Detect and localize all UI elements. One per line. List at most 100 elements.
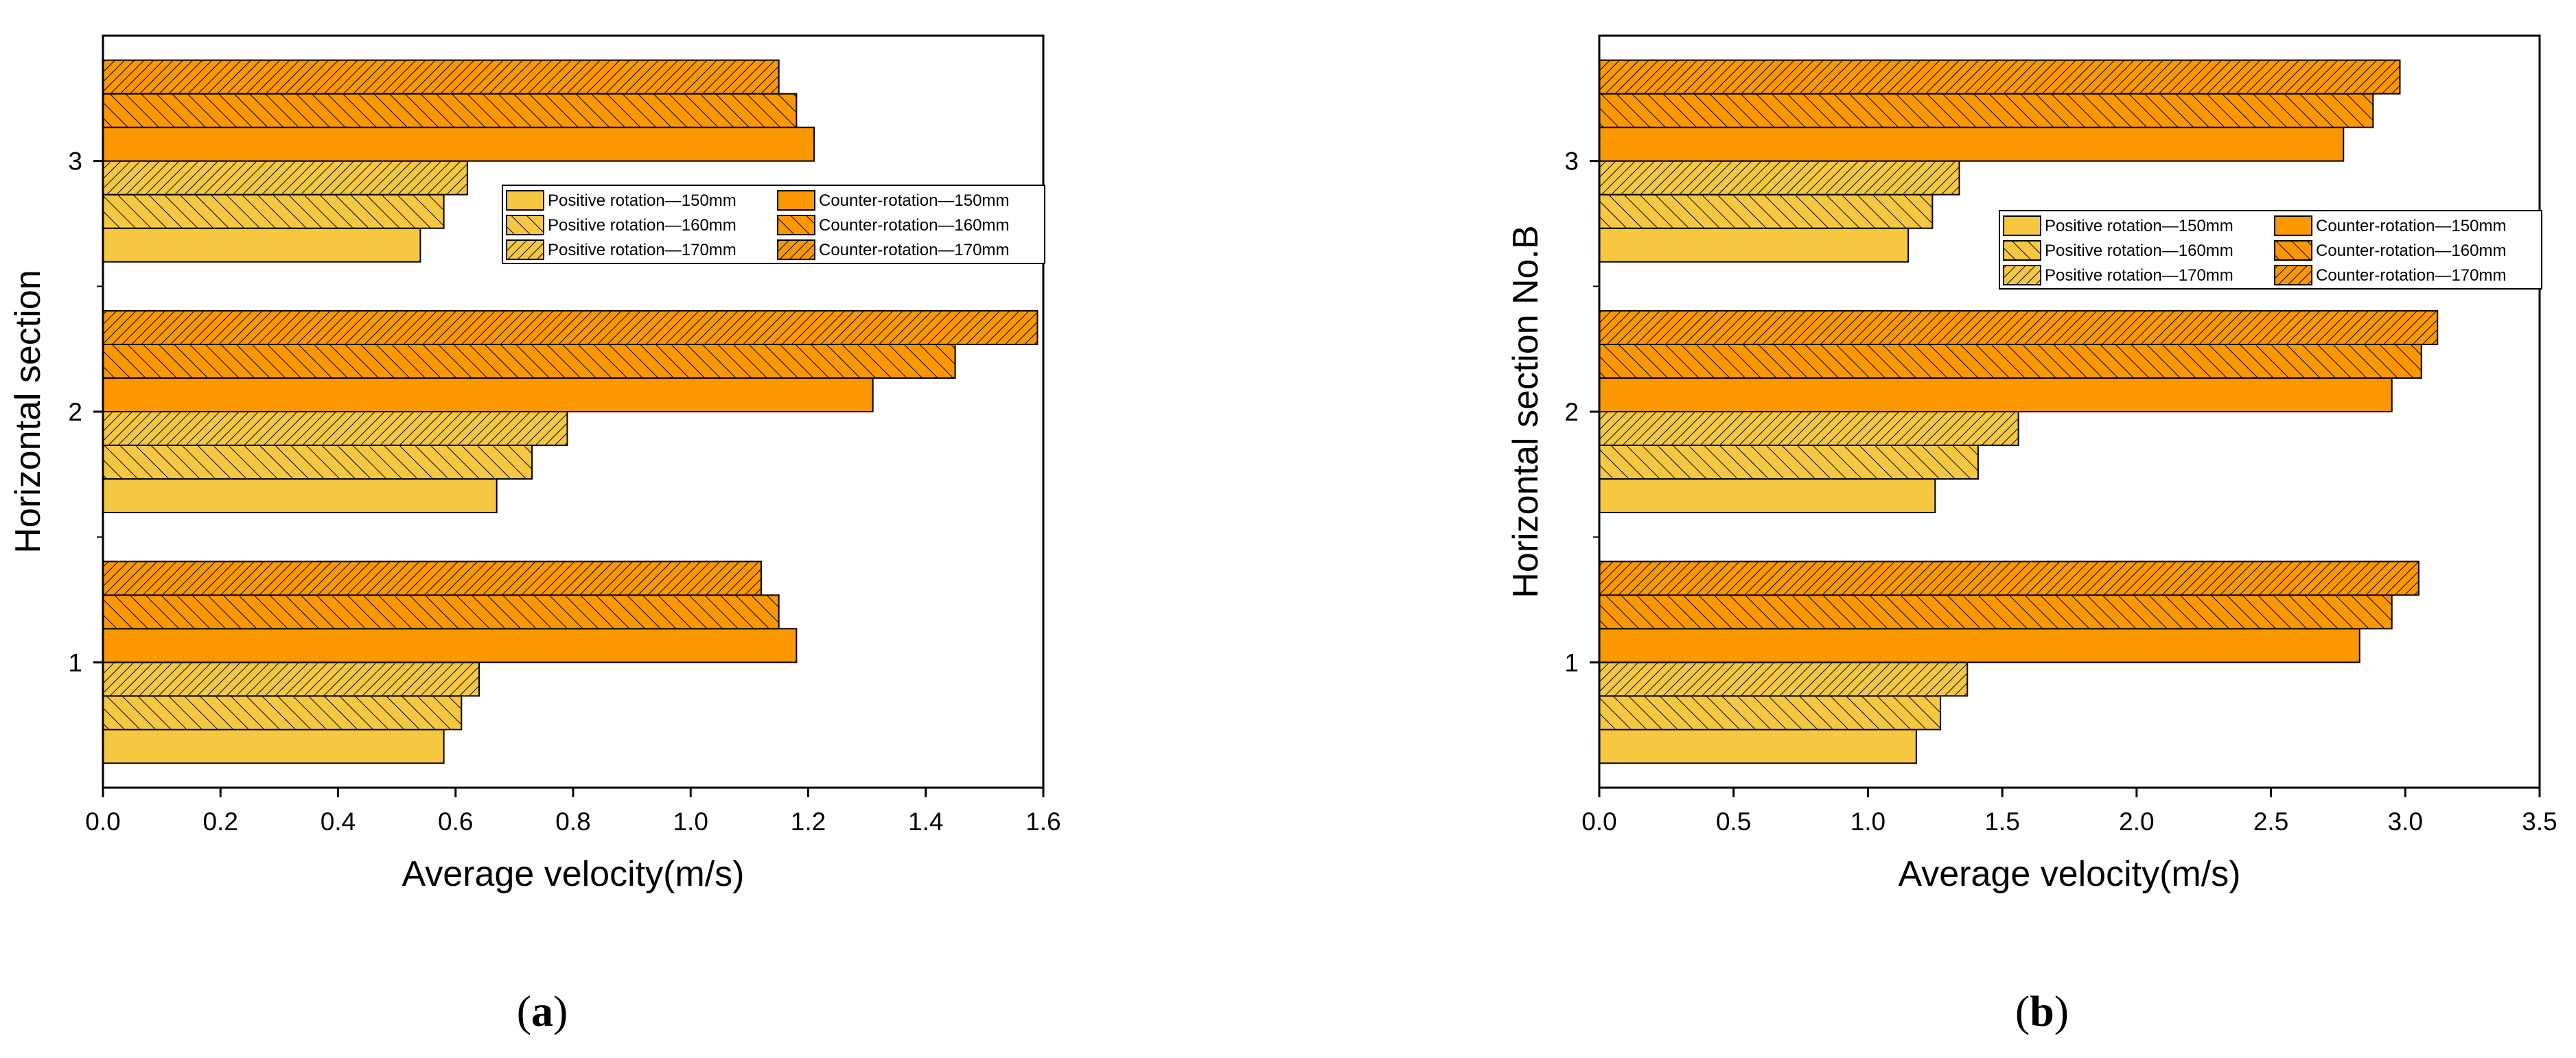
bar-a-s2-cat1 (102, 695, 463, 731)
panel-caption-b: (b) (2015, 987, 2069, 1035)
caption-letter: a (531, 987, 553, 1035)
legend-label-b-s1: Positive rotation—150mm (2045, 217, 2233, 235)
bar-b-s6-cat3 (1599, 59, 2401, 95)
bar-a-s1-cat3 (102, 227, 421, 263)
legend-label-b-s3: Positive rotation—170mm (2045, 266, 2233, 285)
bar-b-s4-cat3 (1599, 126, 2345, 162)
legend-swatch-a-s3 (506, 239, 544, 260)
x-tick-label-a: 0.8 (555, 808, 590, 836)
bar-b-s2-cat3 (1599, 193, 1934, 229)
x-axis-label-a: Average velocity(m/s) (402, 854, 745, 894)
bar-a-s6-cat3 (102, 59, 780, 95)
y-tick-label-b: 2 (1564, 398, 1579, 426)
bar-b-s2-cat2 (1599, 445, 1979, 480)
legend-swatch-b-s2 (2003, 240, 2041, 261)
caption-open-paren: ( (2015, 987, 2030, 1035)
x-tick-label-b: 1.5 (1984, 808, 2019, 836)
legend-label-a-s1: Positive rotation—150mm (548, 191, 736, 210)
bar-a-s2-cat2 (102, 445, 533, 480)
legend-label-a-s4: Counter-rotation—150mm (819, 191, 1009, 210)
x-tick-label-b: 3.5 (2522, 808, 2557, 836)
bar-a-s4-cat1 (102, 628, 798, 663)
bar-b-s4-cat1 (1599, 628, 2360, 663)
legend-label-a-s6: Counter-rotation—170mm (819, 241, 1009, 259)
bar-b-s3-cat1 (1599, 661, 1969, 697)
legend-swatch-a-s4 (777, 190, 815, 211)
legend-label-a-s3: Positive rotation—170mm (548, 241, 736, 259)
x-axis-label-b: Average velocity(m/s) (1899, 854, 2241, 894)
bar-b-s3-cat2 (1599, 411, 2019, 446)
chart-panel-b: 0.0 0.5 1.0 1.5 2.0 2.5 3.0 3.5 1 2 3 Average veloc… (1506, 34, 2557, 1035)
bar-b-s6-cat2 (1599, 310, 2439, 345)
bar-a-s1-cat2 (102, 478, 498, 513)
panel-caption-a: (a) (517, 987, 568, 1035)
legend-label-b-s2: Positive rotation—160mm (2045, 242, 2233, 260)
y-axis-label-a: Horizontal section (8, 270, 48, 553)
legend-swatch-a-s6 (777, 239, 815, 260)
y-tick-label-a: 3 (68, 148, 82, 176)
legend-label-a-s5: Counter-rotation—160mm (819, 216, 1009, 235)
bar-b-s1-cat1 (1599, 729, 1917, 764)
bar-a-s6-cat1 (102, 561, 762, 596)
bar-b-s5-cat2 (1599, 344, 2422, 379)
bar-a-s3-cat1 (102, 661, 480, 697)
x-tick-label-a: 1.6 (1025, 808, 1060, 836)
legend-label-b-s6: Counter-rotation—170mm (2316, 266, 2506, 285)
bar-a-s6-cat2 (102, 310, 1038, 345)
legend-frame-a (502, 185, 1045, 264)
bar-b-s5-cat3 (1599, 93, 2374, 128)
y-tick-label-b: 3 (1564, 148, 1579, 176)
x-tick-label-b: 1.0 (1850, 808, 1885, 836)
legend-swatch-a-s1 (506, 190, 544, 211)
x-tick-label-b: 0.5 (1716, 808, 1751, 836)
legend-label-b-s5: Counter-rotation—160mm (2316, 242, 2506, 260)
legend-frame-b (1999, 210, 2542, 290)
legend-swatch-b-s1 (2003, 215, 2041, 236)
legend-b: Positive rotation—150mm Positive rotation… (1999, 210, 2542, 290)
bar-a-s1-cat1 (102, 729, 445, 764)
bar-a-s4-cat3 (102, 126, 815, 162)
caption-letter: b (2030, 987, 2054, 1035)
legend-swatch-b-s5 (2274, 240, 2312, 261)
bar-a-s3-cat2 (102, 411, 568, 446)
chart-panel-a: 0.0 0.2 0.4 0.6 0.8 1.0 1.2 1.4 1.6 1 2 3 Average ve… (8, 34, 1061, 1035)
bar-b-s5-cat1 (1599, 594, 2393, 630)
x-tick-label-a: 1.0 (673, 808, 708, 836)
x-tick-label-a: 0.6 (438, 808, 473, 836)
bar-a-s4-cat2 (102, 377, 874, 412)
legend-swatch-b-s4 (2274, 215, 2312, 236)
bar-a-s2-cat3 (102, 193, 445, 229)
y-axis-label-b: Horizontal section No.B (1506, 225, 1546, 598)
x-tick-label-a: 0.0 (85, 808, 120, 836)
x-tick-label-a: 1.2 (791, 808, 826, 836)
bar-b-s2-cat1 (1599, 695, 1942, 731)
bar-b-s4-cat2 (1599, 377, 2393, 412)
bar-b-s3-cat3 (1599, 160, 1960, 196)
x-tick-label-b: 0.0 (1581, 808, 1616, 836)
bar-a-s3-cat3 (102, 160, 468, 196)
bar-b-s6-cat1 (1599, 561, 2420, 596)
bar-a-s5-cat3 (102, 93, 798, 128)
x-tick-label-b: 2.5 (2253, 808, 2288, 836)
bar-b-s1-cat2 (1599, 478, 1936, 513)
y-tick-label-a: 2 (68, 398, 82, 426)
legend-swatch-b-s3 (2003, 265, 2041, 285)
bar-a-s5-cat2 (102, 344, 956, 379)
legend-label-b-s4: Counter-rotation—150mm (2316, 217, 2506, 235)
legend-a: Positive rotation—150mm Positive rotation… (502, 185, 1045, 264)
x-tick-label-a: 0.4 (321, 808, 356, 836)
x-tick-label-a: 0.2 (203, 808, 238, 836)
x-tick-label-a: 1.4 (908, 808, 943, 836)
legend-swatch-a-s5 (777, 215, 815, 235)
legend-swatch-a-s2 (506, 215, 544, 235)
legend-swatch-b-s6 (2274, 265, 2312, 285)
y-tick-label-b: 1 (1564, 648, 1579, 677)
x-tick-label-b: 3.0 (2388, 808, 2423, 836)
caption-open-paren: ( (517, 987, 531, 1035)
caption-close-paren: ) (2054, 987, 2069, 1035)
bar-a-s5-cat1 (102, 594, 780, 630)
y-tick-label-a: 1 (68, 648, 82, 677)
x-tick-label-b: 2.0 (2119, 808, 2154, 836)
caption-close-paren: ) (553, 987, 568, 1035)
